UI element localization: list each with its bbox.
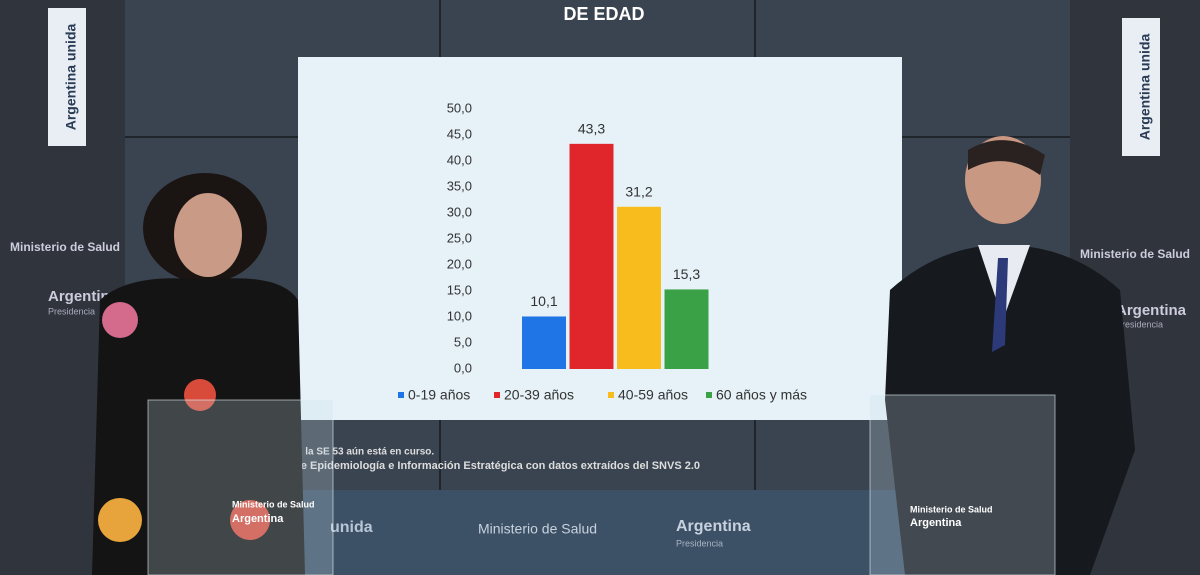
ministry-text: Ministerio de Salud [478,521,597,537]
legend-label: 0-19 años [408,387,470,403]
y-tick-label: 35,0 [447,178,472,193]
y-tick-label: 0,0 [454,360,472,375]
value-label: 10,1 [530,293,557,309]
bar [617,206,661,369]
y-tick-label: 15,0 [447,282,472,297]
legend-marker [608,392,614,398]
y-tick-label: 50,0 [447,100,472,115]
footnote: l de Epidemiología e Información Estraté… [288,460,700,472]
podium [869,394,1056,575]
y-tick-label: 30,0 [447,204,472,219]
podium-argentina: Argentina [232,513,284,525]
bar [522,316,566,369]
podium-argentina: Argentina [910,517,962,529]
y-tick-label: 25,0 [447,230,472,245]
side-banner [1122,18,1160,156]
y-tick-label: 20,0 [447,256,472,271]
bar [664,289,709,369]
banner-text: Argentina unida [1137,34,1153,141]
legend-label: 60 años y más [716,387,807,403]
y-tick-label: 10,0 [447,308,472,323]
speaker-left [92,173,305,575]
legend-marker [494,392,500,398]
y-tick-label: 45,0 [447,126,472,141]
y-tick-label: 5,0 [454,334,472,349]
argentina-text: Argentina [1116,302,1187,319]
speaker-right [885,136,1135,575]
banner-text: Argentina unida [63,24,79,131]
presidencia-text: Presidencia [676,538,723,548]
ministry-text: Ministerio de Salud [1080,247,1190,261]
value-label: 15,3 [673,266,700,282]
bottom-unida: unida [330,519,373,536]
presidencia-text: Presidencia [1116,319,1163,329]
legend-label: 40-59 años [618,387,688,403]
legend-marker [398,392,404,398]
legend-label: 20-39 años [504,387,574,403]
y-tick-label: 40,0 [447,152,472,167]
value-label: 31,2 [625,183,652,199]
chart: 0,0 5,0 10,0 15,0 20,0 25,0 30,0 35,0 40,0 45,0 50… [398,100,807,403]
podium-ministry: Ministerio de Salud [910,504,993,514]
bar [569,143,614,369]
footnote: na, la SE 53 aún está en curso. [288,447,434,458]
chart-title: DE EDAD [563,4,644,24]
podium-ministry: Ministerio de Salud [232,499,315,509]
side-banner [48,8,86,146]
podium [147,399,334,575]
legend-marker [706,392,712,398]
value-label: 43,3 [578,121,605,137]
argentina-text: Argentina [676,518,751,535]
presidencia-text: Presidencia [48,306,95,316]
ministry-text: Ministerio de Salud [10,240,120,254]
